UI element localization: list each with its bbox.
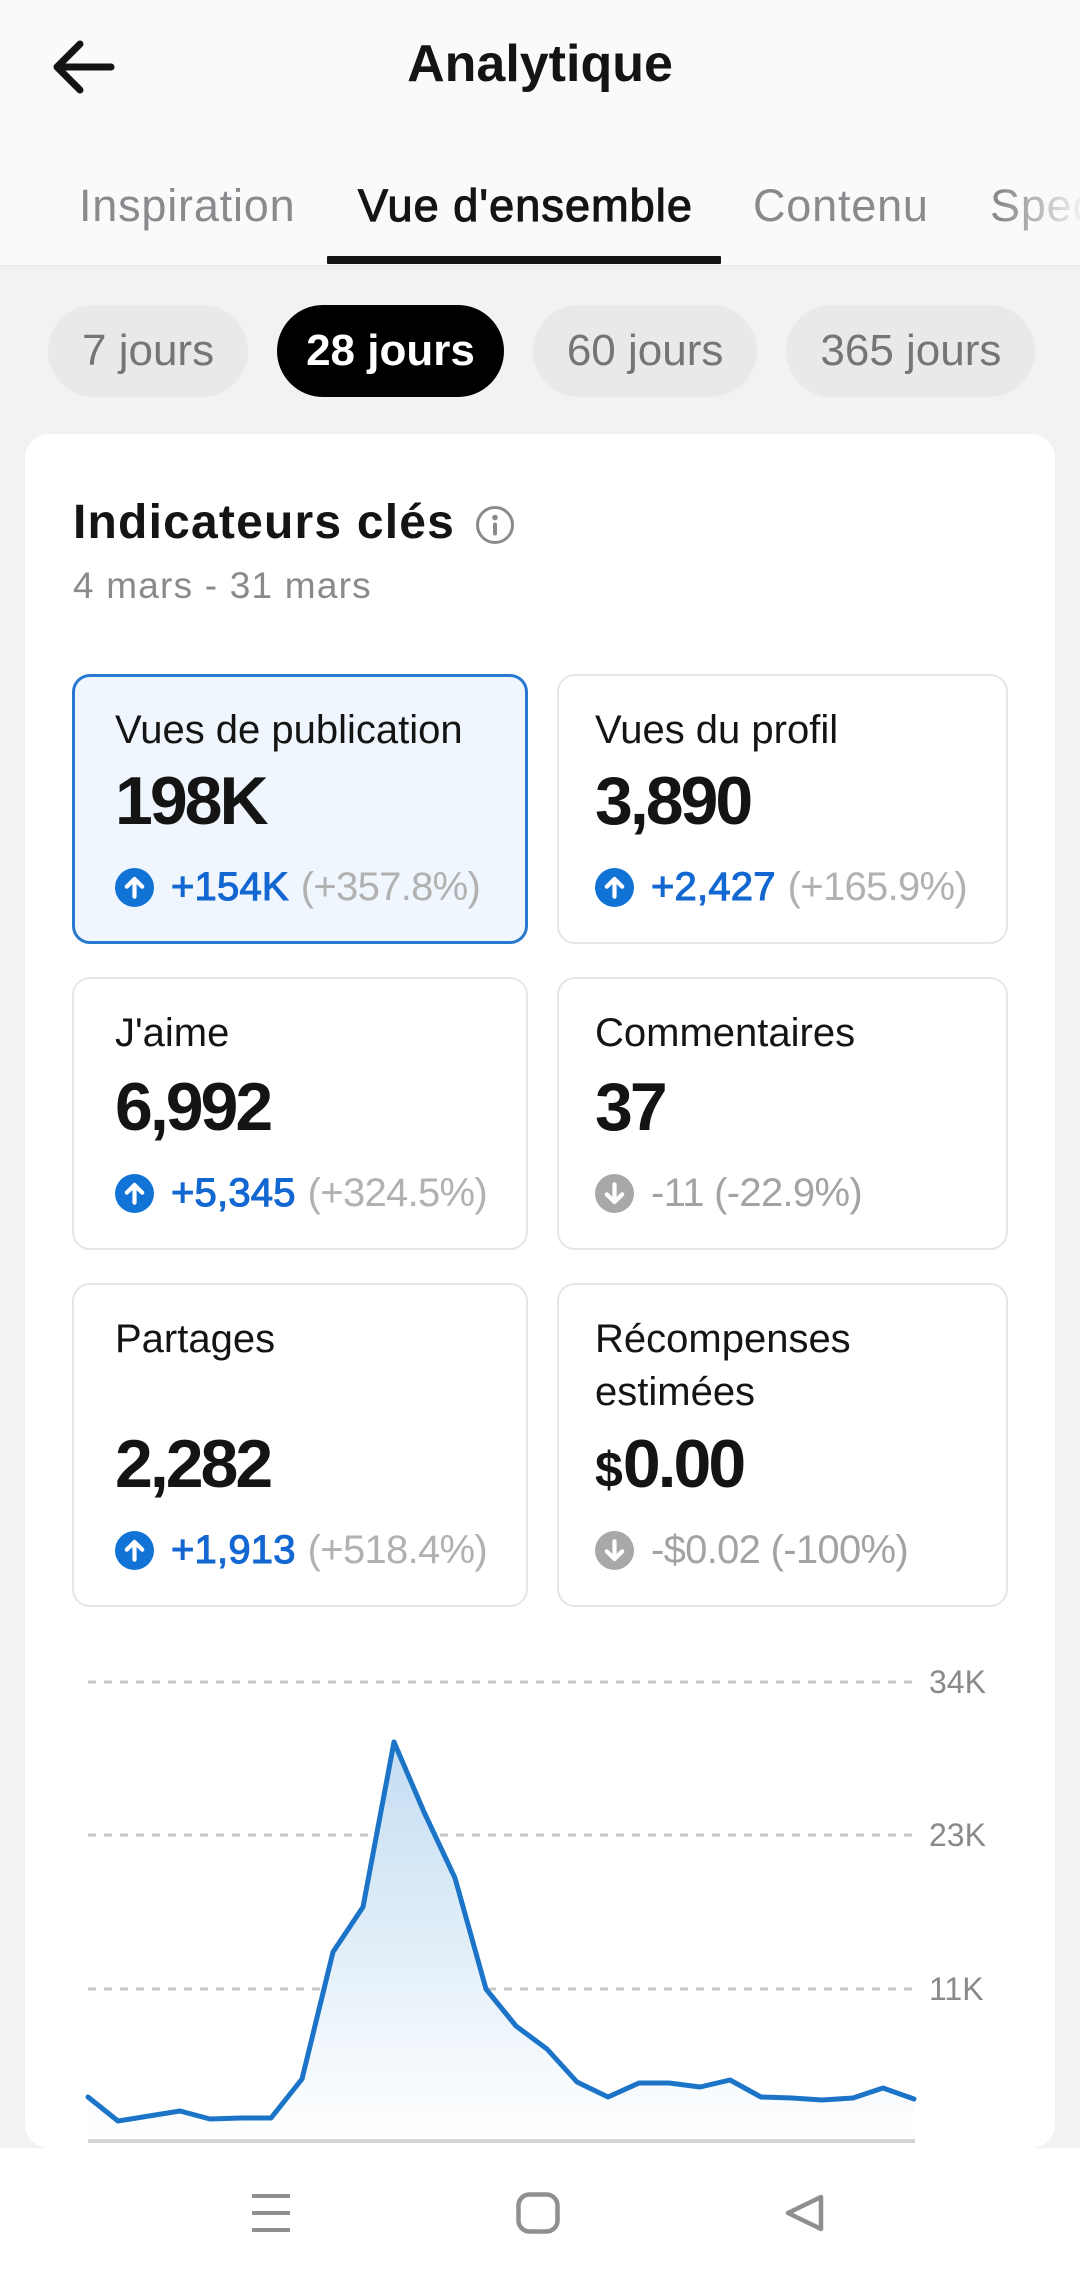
svg-text:23K: 23K — [929, 1817, 986, 1853]
svg-text:11K: 11K — [929, 1971, 984, 2007]
svg-text:34K: 34K — [929, 1664, 986, 1700]
